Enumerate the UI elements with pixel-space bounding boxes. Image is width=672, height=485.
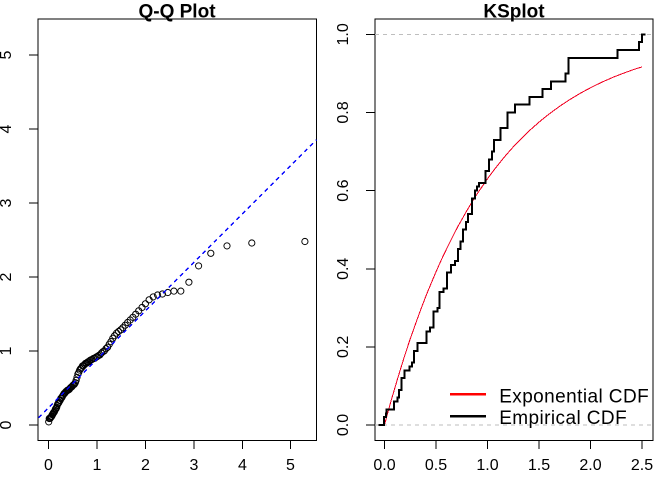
svg-text:3: 3 <box>190 457 199 474</box>
svg-text:0.5: 0.5 <box>425 457 447 474</box>
svg-text:0.8: 0.8 <box>335 101 352 123</box>
svg-text:0: 0 <box>0 420 15 429</box>
svg-text:0.0: 0.0 <box>373 457 395 474</box>
svg-text:2: 2 <box>141 457 150 474</box>
svg-text:1.0: 1.0 <box>476 457 498 474</box>
svg-text:0.2: 0.2 <box>335 336 352 358</box>
svg-text:1: 1 <box>0 346 15 355</box>
svg-text:0.4: 0.4 <box>335 258 352 280</box>
svg-text:1: 1 <box>93 457 102 474</box>
svg-text:2.5: 2.5 <box>631 457 653 474</box>
svg-text:1.5: 1.5 <box>528 457 550 474</box>
svg-text:4: 4 <box>0 124 15 133</box>
svg-text:0: 0 <box>44 457 53 474</box>
svg-text:2.0: 2.0 <box>579 457 601 474</box>
svg-text:5: 5 <box>0 50 15 59</box>
svg-text:Q-Q Plot: Q-Q Plot <box>138 2 216 23</box>
svg-text:0.0: 0.0 <box>335 414 352 436</box>
svg-text:3: 3 <box>0 198 15 207</box>
svg-text:KSplot: KSplot <box>483 2 545 23</box>
svg-text:Empirical CDF: Empirical CDF <box>499 408 627 429</box>
svg-text:Exponential CDF: Exponential CDF <box>499 387 649 408</box>
svg-text:2: 2 <box>0 272 15 281</box>
svg-text:1.0: 1.0 <box>335 23 352 45</box>
svg-text:0.6: 0.6 <box>335 179 352 201</box>
svg-text:5: 5 <box>286 457 295 474</box>
svg-text:4: 4 <box>238 457 247 474</box>
